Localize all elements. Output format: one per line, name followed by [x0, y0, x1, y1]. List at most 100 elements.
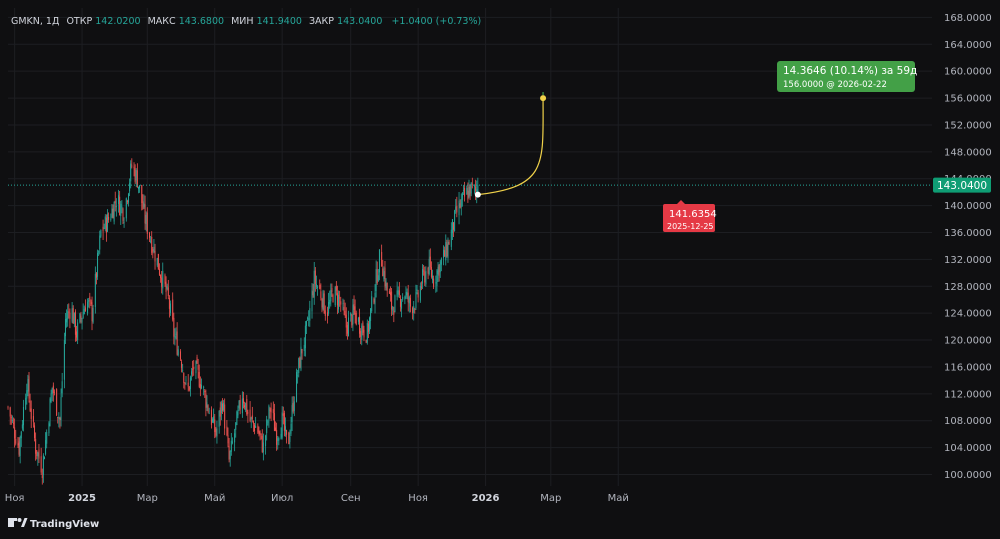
- forecast-curve[interactable]: [477, 98, 544, 196]
- candle: [66, 309, 68, 328]
- candle: [251, 406, 253, 423]
- candle: [185, 375, 187, 386]
- candle: [414, 307, 416, 314]
- forecast-end-point[interactable]: [540, 95, 547, 102]
- candle: [235, 422, 237, 438]
- candle: [321, 297, 323, 313]
- candle: [46, 429, 48, 449]
- candle: [161, 270, 163, 294]
- candle: [71, 302, 73, 324]
- candle: [416, 284, 418, 295]
- open-value: 142.0200: [95, 16, 140, 27]
- candle: [174, 328, 176, 346]
- candle: [60, 388, 62, 427]
- forecast-start-point[interactable]: [474, 191, 481, 198]
- candle: [145, 211, 147, 232]
- candle: [99, 230, 101, 255]
- candle: [121, 200, 123, 214]
- candle: [188, 386, 190, 392]
- candle: [95, 271, 97, 285]
- candle: [10, 414, 12, 425]
- candle: [173, 312, 175, 345]
- candle: [112, 204, 114, 219]
- candle: [438, 264, 440, 282]
- candle: [29, 393, 31, 412]
- candle: [41, 468, 43, 485]
- candle: [50, 389, 52, 404]
- candle: [260, 433, 262, 440]
- candle: [257, 423, 259, 434]
- time-axis[interactable]: Ноя 2025 Мар Май Июл Сен Ноя 2026 Мар Май: [5, 493, 629, 504]
- candle: [28, 372, 30, 403]
- candle: [466, 185, 468, 195]
- candle: [165, 276, 167, 300]
- candle: [36, 449, 38, 460]
- candle: [216, 420, 218, 444]
- price-tick-label: 108.0000: [944, 416, 992, 427]
- candle: [30, 400, 32, 429]
- candle: [223, 400, 225, 412]
- candle: [236, 410, 238, 426]
- candle: [288, 431, 290, 445]
- forecast-label[interactable]: 14.3646 (10.14%) за 59д 156.0000 @ 2026-…: [777, 61, 917, 92]
- candle: [429, 248, 431, 270]
- candle: [354, 299, 356, 324]
- time-tick-label: Июл: [271, 493, 293, 504]
- candle: [74, 309, 76, 342]
- candle: [308, 310, 310, 327]
- candle: [413, 300, 415, 321]
- candle: [21, 419, 23, 431]
- candle: [445, 234, 447, 266]
- candle: [307, 316, 309, 321]
- candle: [68, 303, 70, 319]
- candle: [81, 317, 83, 330]
- forecast-start-label[interactable]: 141.6354 2025-12-25: [663, 200, 717, 232]
- change-value: +1.0400 (+0.73%): [391, 16, 481, 27]
- candle: [34, 422, 36, 442]
- candle: [131, 158, 133, 169]
- candle: [22, 399, 24, 432]
- candle: [346, 321, 348, 340]
- close-value: 143.0400: [337, 16, 382, 27]
- candle: [377, 269, 379, 282]
- forecast-layer[interactable]: [474, 92, 547, 198]
- candle: [338, 290, 340, 313]
- candle: [250, 416, 252, 429]
- candle: [249, 401, 251, 423]
- candle: [368, 316, 370, 335]
- candle: [398, 282, 400, 299]
- price-tick-label: 104.0000: [944, 443, 992, 454]
- tradingview-logo[interactable]: TradingView: [8, 518, 99, 530]
- candle: [42, 453, 44, 483]
- candle: [72, 305, 74, 324]
- candle: [56, 388, 58, 417]
- candle: [77, 319, 79, 345]
- candle: [268, 404, 270, 428]
- candle: [293, 396, 295, 417]
- candle: [158, 263, 160, 276]
- candle: [17, 436, 19, 448]
- candle: [336, 285, 338, 315]
- candle: [48, 421, 50, 437]
- candle: [375, 260, 377, 298]
- candle: [267, 419, 269, 426]
- candle: [362, 320, 364, 336]
- candle: [227, 427, 229, 448]
- candle: [49, 397, 51, 427]
- candle: [424, 266, 426, 286]
- candle: [446, 239, 448, 258]
- candle: [258, 426, 260, 437]
- candle: [381, 244, 383, 267]
- candle: [343, 299, 345, 316]
- candle: [283, 410, 285, 437]
- candle: [370, 307, 372, 330]
- price-tick-label: 148.0000: [944, 147, 992, 158]
- candle: [408, 295, 410, 313]
- candle: [144, 195, 146, 230]
- candle: [90, 299, 92, 306]
- candle: [315, 275, 317, 290]
- open-label: ОТКР: [66, 16, 92, 27]
- time-tick-label: 2025: [68, 493, 96, 504]
